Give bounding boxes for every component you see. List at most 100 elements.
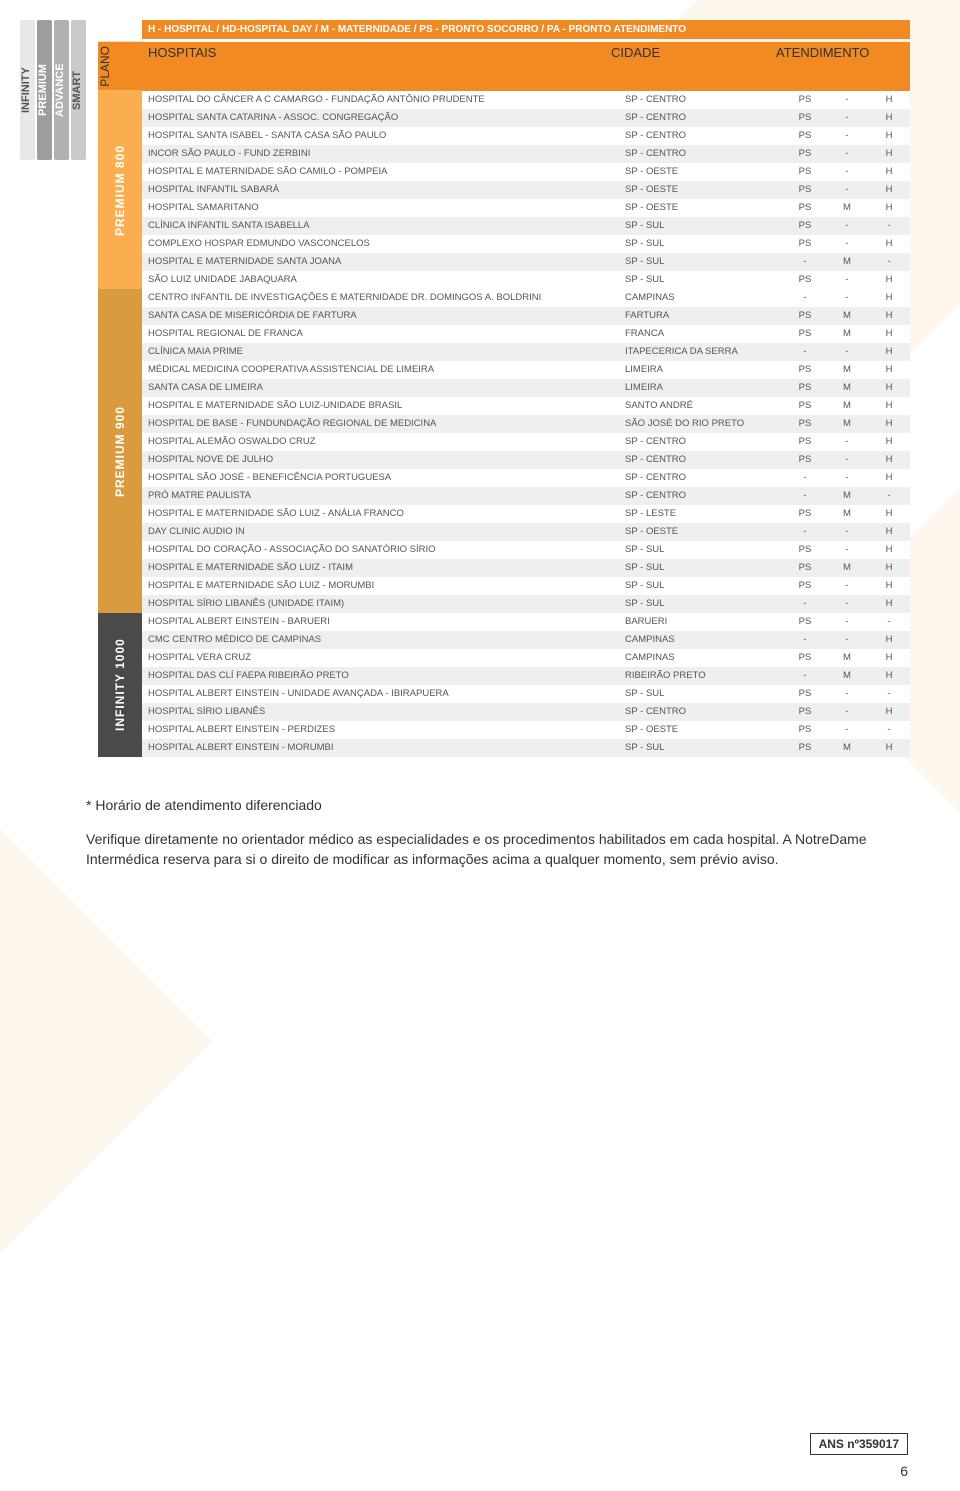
atendimento-cell: -	[784, 632, 826, 647]
section-rows: HOSPITAL DO CÂNCER A C CAMARGO - FUNDAÇÃ…	[142, 91, 910, 289]
table-row: HOSPITAL SÍRIO LIBANÊS (UNIDADE ITAIM)SP…	[142, 595, 910, 613]
atendimento-cell: PS	[784, 218, 826, 233]
atendimento-cell: -	[826, 434, 868, 449]
atendimento-cell: PS	[784, 578, 826, 593]
tab-smart: SMART	[71, 20, 86, 160]
atendimento-cell: H	[868, 434, 910, 449]
atendimento-cell: -	[826, 470, 868, 485]
city: SP - SUL	[619, 596, 784, 611]
atendimento-cell: -	[826, 578, 868, 593]
tab-infinity: INFINITY	[20, 20, 35, 160]
atendimento-cell: H	[868, 236, 910, 251]
atendimento-cell: H	[868, 92, 910, 107]
atendimento-cell: H	[868, 344, 910, 359]
city: SP - CENTRO	[619, 704, 784, 719]
table-row: HOSPITAL VERA CRUZCAMPINASPSMH	[142, 649, 910, 667]
hospital-name: DAY CLINIC AUDIO IN	[142, 524, 619, 539]
left-plan-tabs: INFINITY PREMIUM ADVANCE SMART	[20, 20, 86, 757]
plan-section: INFINITY 1000HOSPITAL ALBERT EINSTEIN - …	[98, 613, 910, 757]
hospital-name: CLÍNICA MAIA PRIME	[142, 344, 619, 359]
hospital-name: HOSPITAL DE BASE - FUNDUNDAÇÃO REGIONAL …	[142, 416, 619, 431]
atendimento-cell: M	[826, 308, 868, 323]
atendimento-cell: PS	[784, 434, 826, 449]
column-headers: HOSPITAIS CIDADE ATENDIMENTO	[142, 42, 910, 91]
hospital-name: HOSPITAL VERA CRUZ	[142, 650, 619, 665]
atendimento-cell: -	[784, 488, 826, 503]
atendimento-cell: -	[826, 686, 868, 701]
atendimento-cell: H	[868, 506, 910, 521]
hospital-name: HOSPITAL SÍRIO LIBANÊS (UNIDADE ITAIM)	[142, 596, 619, 611]
atendimento-cell: H	[868, 416, 910, 431]
atendimento-cell: PS	[784, 308, 826, 323]
table-row: HOSPITAL REGIONAL DE FRANCAFRANCAPSMH	[142, 325, 910, 343]
atendimento-cell: PS	[784, 128, 826, 143]
atendimento-cell: PS	[784, 542, 826, 557]
atendimento-cell: H	[868, 164, 910, 179]
table-row: HOSPITAL DO CÂNCER A C CAMARGO - FUNDAÇÃ…	[142, 91, 910, 109]
atendimento-cell: -	[826, 614, 868, 629]
city: SP - OESTE	[619, 164, 784, 179]
city: CAMPINAS	[619, 650, 784, 665]
atendimento-cell: PS	[784, 380, 826, 395]
city: RIBEIRÃO PRETO	[619, 668, 784, 683]
atendimento-cell: M	[826, 416, 868, 431]
city: CAMPINAS	[619, 632, 784, 647]
atendimento-cell: -	[868, 722, 910, 737]
atendimento-cell: PS	[784, 362, 826, 377]
atendimento-cell: PS	[784, 650, 826, 665]
atendimento-cell: -	[784, 254, 826, 269]
hospital-name: HOSPITAL E MATERNIDADE SÃO CAMILO - POMP…	[142, 164, 619, 179]
atendimento-cell: H	[868, 632, 910, 647]
hospital-name: SÃO LUIZ UNIDADE JABAQUARA	[142, 272, 619, 287]
atendimento-cell: -	[784, 524, 826, 539]
hospital-name: INCOR SÃO PAULO - FUND ZERBINI	[142, 146, 619, 161]
atendimento-cell: H	[868, 542, 910, 557]
table-row: SANTA CASA DE MISERICÓRDIA DE FARTURAFAR…	[142, 307, 910, 325]
atendimento-cell: -	[826, 164, 868, 179]
atendimento-cell: H	[868, 560, 910, 575]
atendimento-cell: M	[826, 488, 868, 503]
city: FRANCA	[619, 326, 784, 341]
atendimento-cell: H	[868, 704, 910, 719]
hospital-name: HOSPITAL DAS CLÍ FAEPA RIBEIRÃO PRETO	[142, 668, 619, 683]
atendimento-cell: -	[826, 290, 868, 305]
atendimento-cell: M	[826, 506, 868, 521]
atendimento-cell: M	[826, 254, 868, 269]
atendimento-cell: -	[826, 272, 868, 287]
city: SP - OESTE	[619, 524, 784, 539]
city: SP - CENTRO	[619, 146, 784, 161]
atendimento-cell: PS	[784, 614, 826, 629]
plan-section: PREMIUM 800HOSPITAL DO CÂNCER A C CAMARG…	[98, 91, 910, 289]
city: SP - SUL	[619, 254, 784, 269]
atendimento-cell: PS	[784, 182, 826, 197]
city: SP - SUL	[619, 236, 784, 251]
hospital-name: HOSPITAL DO CÂNCER A C CAMARGO - FUNDAÇÃ…	[142, 92, 619, 107]
atendimento-cell: -	[826, 452, 868, 467]
note-disclaimer: Verifique diretamente no orientador médi…	[86, 829, 910, 870]
plan-section: PREMIUM 900CENTRO INFANTIL DE INVESTIGAÇ…	[98, 289, 910, 613]
city: SANTO ANDRÉ	[619, 398, 784, 413]
atendimento-cell: PS	[784, 398, 826, 413]
atendimento-cell: M	[826, 380, 868, 395]
table-row: HOSPITAL E MATERNIDADE SÃO LUIZ - ANÁLIA…	[142, 505, 910, 523]
legend-bar: H - HOSPITAL / HD-HOSPITAL DAY / M - MAT…	[142, 20, 910, 39]
atendimento-cell: PS	[784, 704, 826, 719]
hospital-name: HOSPITAL INFANTIL SABARÁ	[142, 182, 619, 197]
city: SP - CENTRO	[619, 128, 784, 143]
hospital-name: HOSPITAL SANTA CATARINA - ASSOC. CONGREG…	[142, 110, 619, 125]
header-cidade: CIDADE	[605, 42, 770, 91]
section-label: PREMIUM 900	[98, 289, 142, 613]
table-row: HOSPITAL SÍRIO LIBANÊSSP - CENTROPS-H	[142, 703, 910, 721]
city: SP - CENTRO	[619, 452, 784, 467]
city: SP - SUL	[619, 218, 784, 233]
hospital-name: SANTA CASA DE LIMEIRA	[142, 380, 619, 395]
atendimento-cell: M	[826, 200, 868, 215]
atendimento-cell: M	[826, 668, 868, 683]
hospital-name: HOSPITAL ALBERT EINSTEIN - UNIDADE AVANÇ…	[142, 686, 619, 701]
city: SP - OESTE	[619, 722, 784, 737]
atendimento-cell: H	[868, 146, 910, 161]
atendimento-cell: H	[868, 650, 910, 665]
atendimento-cell: H	[868, 470, 910, 485]
atendimento-cell: -	[868, 488, 910, 503]
atendimento-cell: -	[826, 146, 868, 161]
